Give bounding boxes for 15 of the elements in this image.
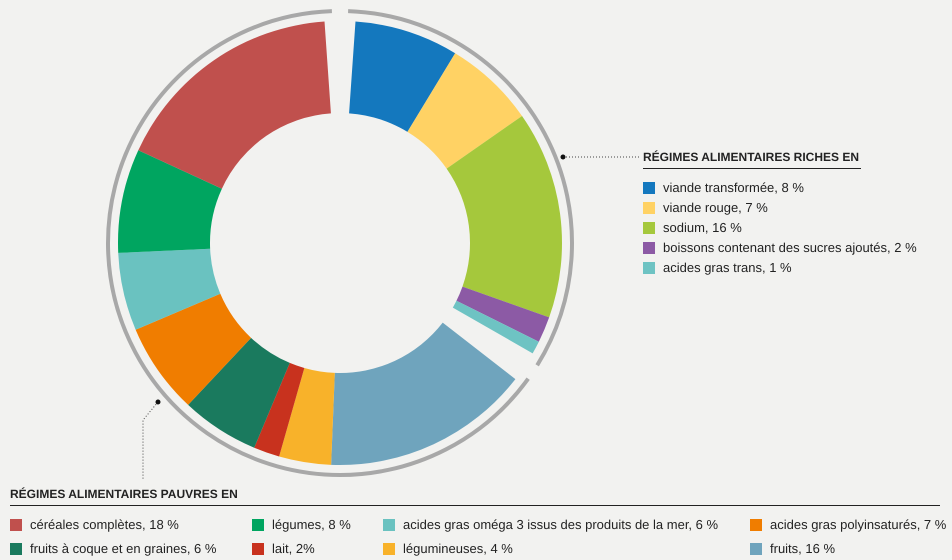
legend-label: fruits à coque et en graines, 6 % xyxy=(30,541,216,556)
legend-label: légumes, 8 % xyxy=(272,517,351,532)
legend-label: boissons contenant des sucres ajoutés, 2 % xyxy=(663,240,917,255)
legend-label: acides gras trans, 1 % xyxy=(663,260,792,275)
legend-label: viande rouge, 7 % xyxy=(663,200,768,215)
legend-label: sodium, 16 % xyxy=(663,220,742,235)
legend-label: légumineuses, 4 % xyxy=(403,541,513,556)
text: RÉGIMES ALIMENTAIRES PAUVRES EN xyxy=(10,487,940,506)
legend-label: fruits, 16 % xyxy=(770,541,836,556)
legend-label: céréales complètes, 18 % xyxy=(30,517,179,532)
legend-label: lait, 2% xyxy=(272,541,315,556)
legend-label: viande transformée, 8 % xyxy=(663,180,804,195)
legend-label: acides gras polyinsaturés, 7 % xyxy=(770,517,946,532)
text: RÉGIMES ALIMENTAIRES RICHES EN xyxy=(643,150,861,169)
legend-label: acides gras oméga 3 issus des produits de la mer, 6 % xyxy=(403,517,718,532)
